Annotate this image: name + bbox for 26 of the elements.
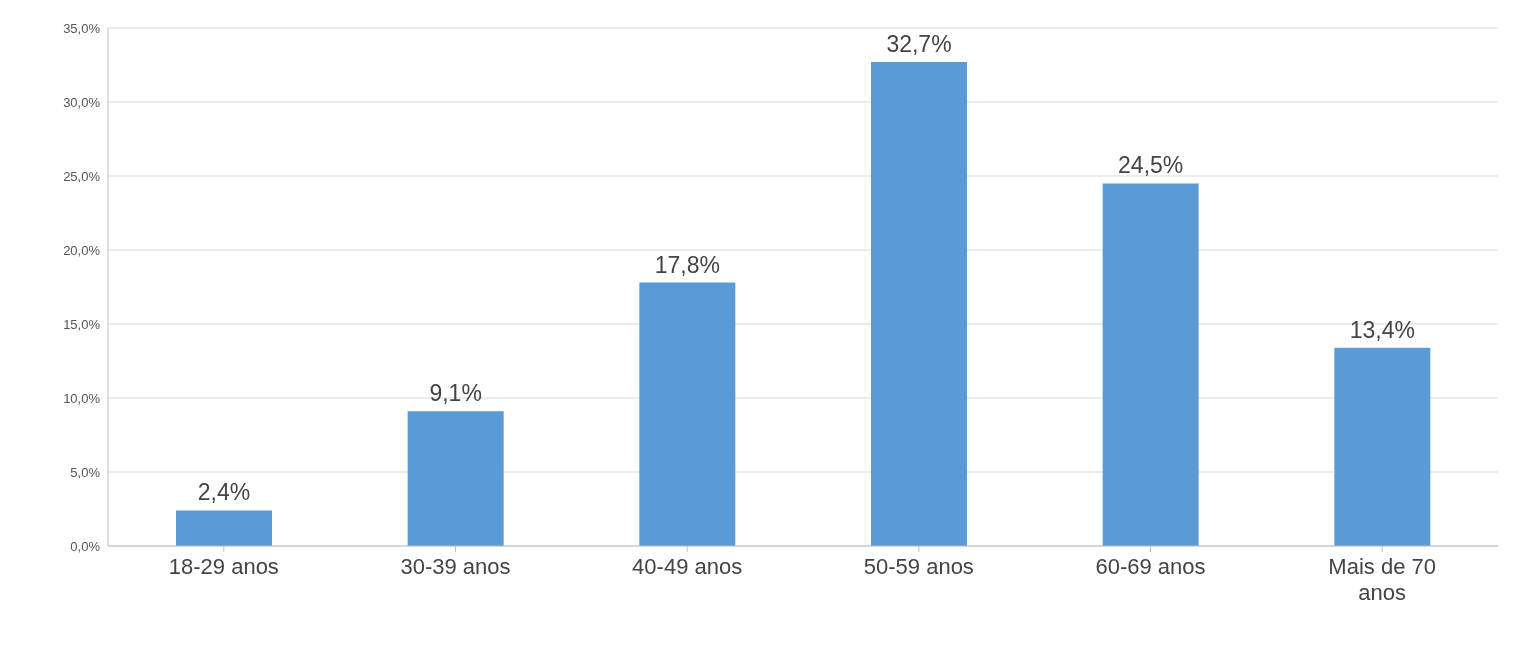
x-tick-label: 50-59 anos <box>863 554 974 579</box>
y-tick-label: 5,0% <box>70 464 101 480</box>
x-tick-label: 18-29 anos <box>168 554 279 579</box>
bar <box>176 510 272 546</box>
bar <box>1334 347 1431 546</box>
bar <box>639 282 736 546</box>
bar <box>871 62 967 546</box>
y-tick-label: 10,0% <box>63 390 101 406</box>
data-label: 13,4% <box>1349 316 1415 343</box>
y-tick-label: 20,0% <box>63 242 101 258</box>
x-tick-label: Mais de 70 anos <box>1328 554 1436 605</box>
bar <box>407 411 504 546</box>
bar <box>1102 183 1199 546</box>
data-label: 9,1% <box>429 380 482 407</box>
data-label: 17,8% <box>654 251 720 278</box>
y-tick-label: 25,0% <box>63 168 101 184</box>
x-tick-label: 40-49 anos <box>632 554 743 579</box>
data-label: 2,4% <box>197 479 251 506</box>
x-tick-label: 30-39 anos <box>400 554 511 579</box>
data-label: 24,5% <box>1118 152 1184 179</box>
y-tick-label: 30,0% <box>63 94 101 110</box>
x-tick-label: 60-69 anos <box>1095 554 1206 579</box>
y-tick-label: 0,0% <box>70 538 101 554</box>
y-tick-label: 15,0% <box>63 316 101 332</box>
y-tick-label: 35,0% <box>63 20 101 36</box>
data-label: 32,7% <box>886 31 952 58</box>
